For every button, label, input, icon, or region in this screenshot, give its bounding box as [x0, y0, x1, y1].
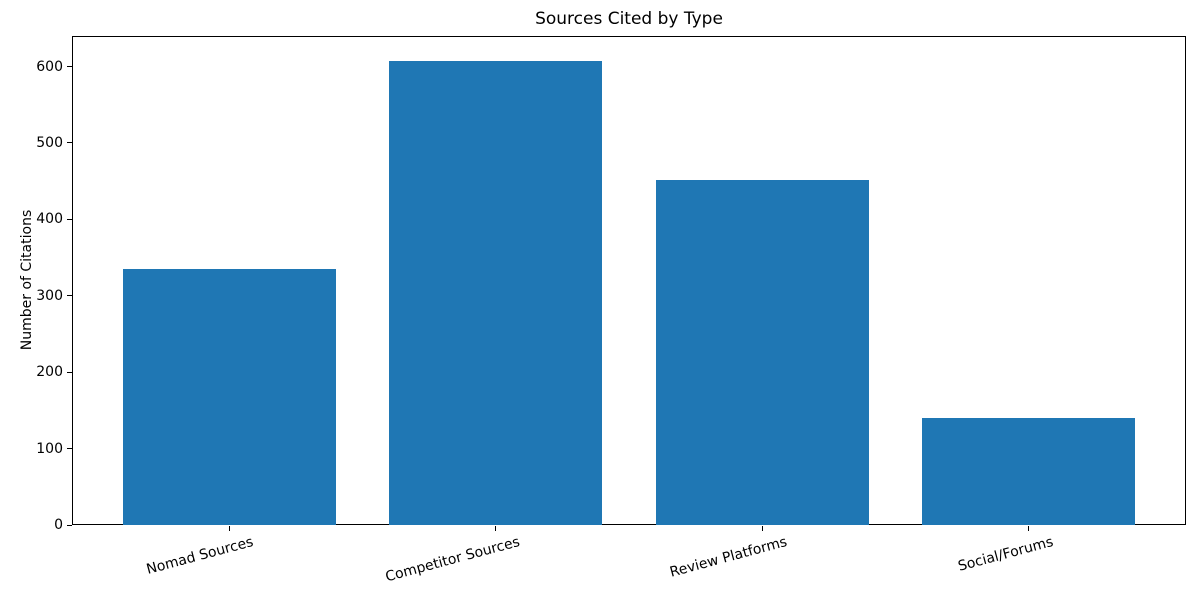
x-tick-label: Competitor Sources: [383, 534, 522, 586]
bar-social-forums: [922, 418, 1136, 525]
y-tick-mark: [67, 371, 72, 373]
y-tick-label: 400: [36, 211, 63, 228]
y-tick-mark: [67, 218, 72, 220]
y-tick-label: 200: [36, 364, 63, 381]
chart-title: Sources Cited by Type: [535, 9, 723, 29]
y-tick-label: 300: [36, 287, 63, 304]
y-tick-label: 0: [54, 517, 63, 533]
bar-competitor-sources: [389, 61, 603, 525]
x-tick-label: Social/Forums: [956, 534, 1055, 575]
y-tick-label: 100: [36, 440, 63, 457]
x-tick-mark: [1028, 526, 1030, 531]
x-tick-mark: [228, 526, 230, 531]
y-tick-mark: [67, 524, 72, 526]
y-tick-mark: [67, 295, 72, 297]
y-tick-mark: [67, 448, 72, 450]
x-tick-mark: [761, 526, 763, 531]
y-tick-mark: [67, 66, 72, 68]
bar-nomad-sources: [122, 269, 336, 525]
y-tick-label: 600: [36, 58, 63, 75]
x-tick-label: Review Platforms: [667, 534, 789, 581]
y-tick-label: 500: [36, 134, 63, 151]
y-tick-mark: [67, 142, 72, 144]
y-axis-label: Number of Citations: [19, 209, 35, 351]
x-tick-label: Nomad Sources: [145, 534, 256, 578]
x-tick-mark: [495, 526, 497, 531]
bar-review-platforms: [655, 179, 869, 525]
